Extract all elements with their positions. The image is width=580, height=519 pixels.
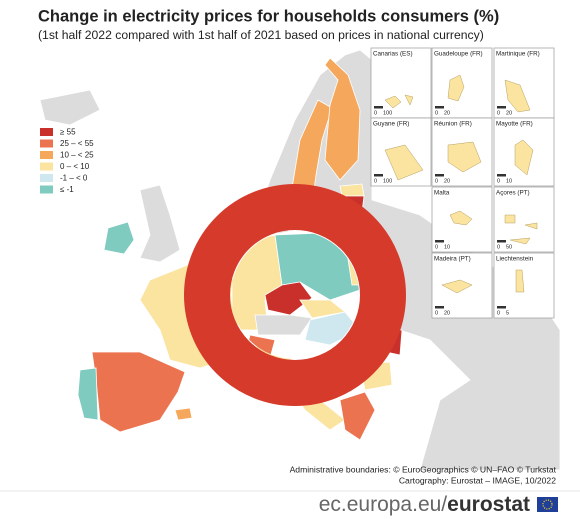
legend-swatch: [40, 151, 53, 159]
title: Change in electricity prices for househo…: [38, 7, 499, 25]
focus-ring: [184, 184, 406, 406]
legend-label: 0 – < 10: [60, 162, 90, 171]
scale-label: 0: [374, 178, 377, 184]
inset-label: Madeira (PT): [434, 256, 471, 263]
scale-bar: [374, 174, 383, 177]
scale-bar: [435, 240, 444, 243]
scale-label: 0: [435, 110, 438, 116]
inset-label: Martinique (FR): [496, 51, 540, 58]
legend-swatch: [40, 139, 53, 148]
land-iceland: [39, 89, 101, 126]
scale-label: 0: [497, 310, 500, 316]
legend-swatch: [40, 174, 53, 182]
land-uk: [139, 184, 181, 263]
inset-land: [384, 94, 414, 109]
eu-flag: [537, 497, 558, 512]
legend-label: ≥ 55: [60, 128, 76, 137]
scale-label: 10: [506, 178, 512, 184]
inset-land: [515, 269, 525, 293]
spain: [91, 351, 186, 433]
portugal: [77, 367, 99, 421]
inset-label: Mayotte (FR): [496, 121, 533, 128]
scale-label: 100: [383, 110, 392, 116]
inset-label: Liechtenstein: [496, 256, 534, 263]
estonia: [339, 183, 365, 197]
austria: [254, 314, 313, 336]
scale-label: 5: [506, 310, 509, 316]
scale-label: 20: [444, 178, 450, 184]
greece: [339, 391, 376, 441]
scale-bar: [497, 240, 506, 243]
czechia: [264, 281, 313, 316]
red-ring: [184, 184, 406, 406]
inset-label: Guadeloupe (FR): [434, 51, 483, 58]
legend-swatch: [40, 128, 53, 136]
scale-label: 100: [383, 178, 392, 184]
scale-label: 50: [506, 244, 512, 250]
inset-land: [504, 214, 538, 245]
inset-label: Canarias (ES): [373, 51, 413, 58]
credit-line: Cartography: Eurostat – IMAGE, 10/2022: [399, 475, 556, 485]
inset-land: [447, 74, 465, 102]
scale-label: 20: [506, 110, 512, 116]
scale-label: 0: [435, 178, 438, 184]
inset-land: [504, 79, 531, 113]
inset-label: Malta: [434, 190, 450, 197]
scale-label: 0: [374, 110, 377, 116]
inset-label: Réunion (FR): [434, 121, 472, 128]
scale-bar: [497, 106, 506, 109]
scale-label: 20: [444, 310, 450, 316]
scale-label: 0: [497, 178, 500, 184]
scale-bar: [435, 174, 444, 177]
inset-label: Açores (PT): [496, 190, 530, 197]
inset-land: [441, 279, 473, 294]
scale-label: 10: [444, 244, 450, 250]
inset-land: [447, 141, 482, 173]
scale-label: 20: [444, 110, 450, 116]
footer-brand: eurostat: [447, 493, 530, 516]
islands: [174, 407, 193, 421]
legend-swatch: [40, 185, 53, 194]
scale-bar: [435, 106, 444, 109]
legend-swatch: [40, 162, 53, 171]
scale-bar: [497, 174, 506, 177]
credit-line: Administrative boundaries: © EuroGeograp…: [290, 464, 557, 474]
scale-label: 0: [497, 244, 500, 250]
legend-label: ≤ -1: [60, 185, 74, 194]
footer-url: ec.europa.eu/: [319, 493, 448, 516]
scale-label: 0: [497, 110, 500, 116]
subtitle: (1st half 2022 compared with 1st half of…: [38, 28, 484, 42]
eu-stars: [542, 499, 553, 510]
inset-frame: [370, 47, 432, 119]
ireland: [103, 221, 135, 255]
legend-label: 25 – < 55: [60, 139, 94, 148]
legend-label: -1 – < 0: [60, 174, 88, 183]
scale-bar: [497, 306, 506, 309]
inset-land: [514, 139, 534, 176]
inset-land: [384, 144, 424, 181]
legend: ≥ 55 25 – < 55 10 – < 25 0 – < 10 -1 – < 0 ≤ …: [40, 128, 94, 194]
finland: [324, 57, 361, 181]
scale-label: 0: [435, 310, 438, 316]
scale-bar: [374, 106, 383, 109]
footer: ec.europa.eu/eurostat: [319, 493, 530, 516]
inset-label: Guyane (FR): [373, 121, 409, 128]
scale-bar: [435, 306, 444, 309]
scale-label: 0: [435, 244, 438, 250]
legend-label: 10 – < 25: [60, 151, 94, 160]
inset-land: [449, 210, 473, 226]
